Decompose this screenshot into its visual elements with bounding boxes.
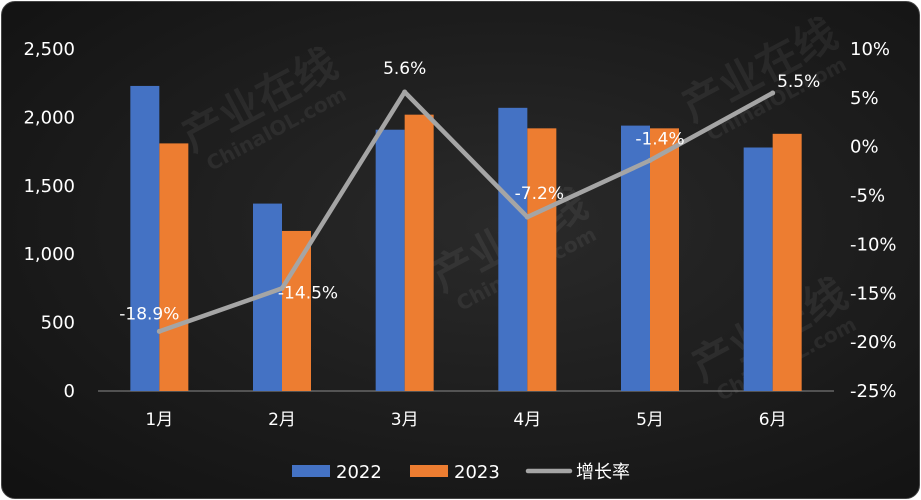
y-right-tick-label: -15% [850,283,897,304]
growth-line-path [157,89,775,334]
bar-2022 [743,147,773,391]
growth-line-point [770,90,776,96]
legend-item-2022: 2022 [292,462,382,483]
bar-2023 [404,114,434,391]
growth-line-point [279,285,285,291]
bar-2022 [130,85,160,391]
y-right-tick-label: -5% [850,186,885,207]
bars [130,85,802,392]
legend-item-增长率: 增长率 [525,462,630,483]
bar-2023 [772,133,802,392]
growth-data-label: -7.2% [515,184,564,204]
x-tick-label: 5月 [636,410,664,430]
y-left-tick-label: 500 [41,313,75,334]
legend-label: 2022 [336,462,382,483]
legend: 2022 2023 增长率 [292,462,630,483]
growth-line-point [647,157,653,163]
growth-line [156,89,776,334]
legend-swatch [292,465,330,477]
x-tick-label: 1月 [145,410,173,430]
bar-2022 [375,129,405,391]
x-tick-label: 6月 [759,410,787,430]
axes: 0 500 1,000 1,500 2,000 2,500 10% 5% 0% -5% -10% -1… [23,39,896,430]
y-left-tick-label: 1,500 [23,176,75,197]
growth-data-label: 5.6% [383,59,426,79]
y-left-tick-label: 1,000 [23,244,75,265]
data-labels: -18.9% -14.5% 5.6% -7.2% -1.4% 5.5% [119,59,820,324]
y-right-tick-label: 10% [850,39,890,60]
bar-2023 [282,230,311,391]
x-tick-label: 2月 [268,410,296,430]
legend-swatch [410,465,448,477]
y-right-tick-label: -25% [850,381,897,402]
y-right-tick-label: -10% [850,234,897,255]
growth-line-point [524,214,530,220]
y-right-tick-label: 5% [850,88,879,109]
growth-data-label: -1.4% [635,129,684,149]
bar-2023 [527,128,557,391]
growth-data-label: -14.5% [278,283,338,303]
growth-line-point [402,89,408,95]
legend-label: 增长率 [576,462,630,483]
growth-line-point [156,328,162,334]
y-left-tick-label: 2,000 [23,107,75,128]
x-tick-label: 3月 [391,410,419,430]
growth-data-label: 5.5% [777,72,820,92]
growth-data-label: -18.9% [119,304,179,324]
y-right-tick-label: -20% [850,332,897,353]
legend-label: 2023 [454,462,500,483]
x-tick-label: 4月 [513,410,541,430]
bar-2023 [650,128,679,391]
legend-item-2023: 2023 [410,462,500,483]
bar-2022 [498,107,528,391]
bar-2023 [159,143,189,391]
y-left-tick-label: 2,500 [23,39,75,60]
y-left-tick-label: 0 [64,381,75,402]
y-right-tick-label: 0% [850,137,879,158]
